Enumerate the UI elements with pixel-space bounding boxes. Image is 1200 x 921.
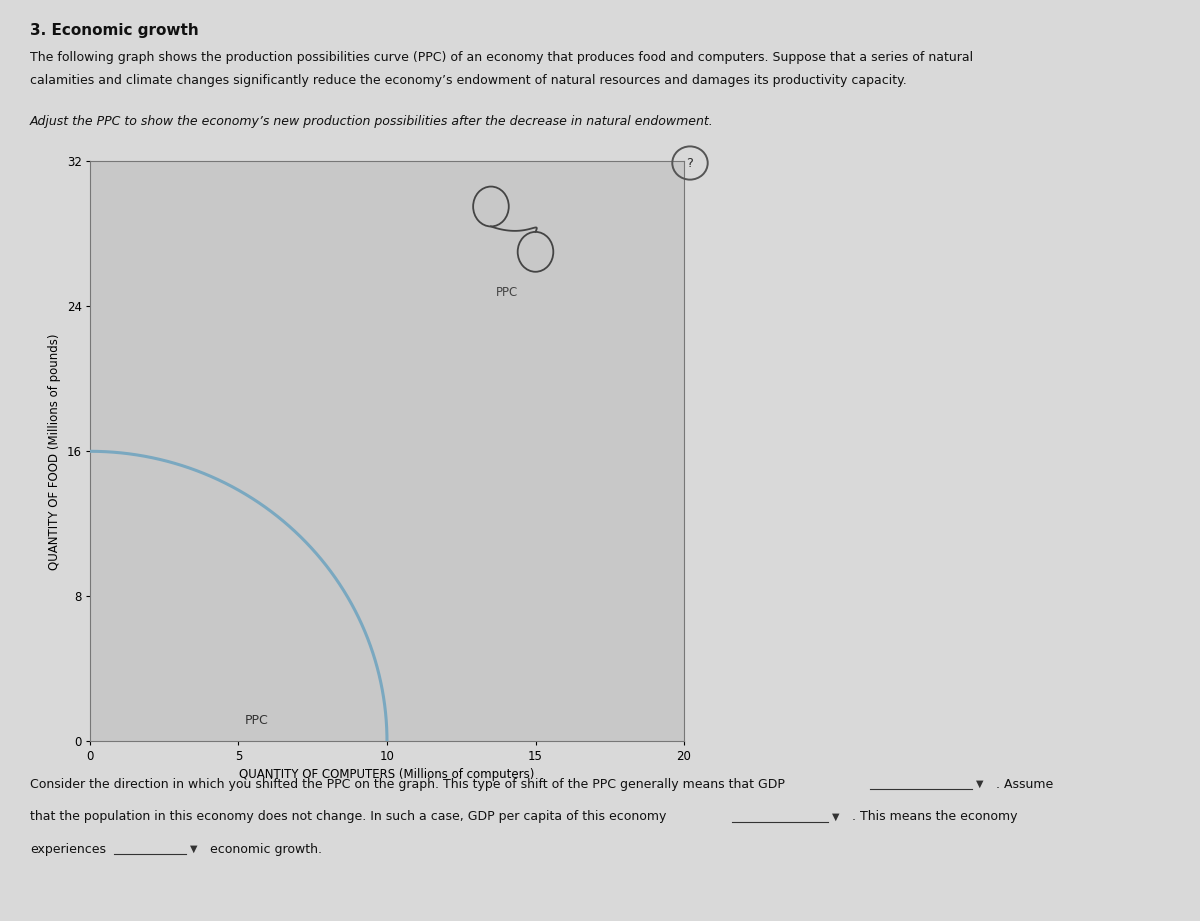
Y-axis label: QUANTITY OF FOOD (Millions of pounds): QUANTITY OF FOOD (Millions of pounds) xyxy=(48,333,61,569)
Text: experiences: experiences xyxy=(30,843,106,856)
Text: ▼: ▼ xyxy=(976,779,983,789)
Text: . Assume: . Assume xyxy=(996,778,1054,791)
Text: ?: ? xyxy=(686,157,694,169)
Text: Consider the direction in which you shifted the PPC on the graph. This type of s: Consider the direction in which you shif… xyxy=(30,778,785,791)
Text: PPC: PPC xyxy=(496,286,518,299)
Text: economic growth.: economic growth. xyxy=(210,843,322,856)
Text: PPC: PPC xyxy=(245,714,268,727)
Text: ▼: ▼ xyxy=(190,844,197,854)
Text: . This means the economy: . This means the economy xyxy=(852,810,1018,823)
Text: 3. Economic growth: 3. Economic growth xyxy=(30,23,199,38)
Text: The following graph shows the production possibilities curve (PPC) of an economy: The following graph shows the production… xyxy=(30,51,973,64)
X-axis label: QUANTITY OF COMPUTERS (Millions of computers): QUANTITY OF COMPUTERS (Millions of compu… xyxy=(239,768,535,781)
Text: ▼: ▼ xyxy=(832,811,839,822)
Text: calamities and climate changes significantly reduce the economy’s endowment of n: calamities and climate changes significa… xyxy=(30,74,907,87)
Text: that the population in this economy does not change. In such a case, GDP per cap: that the population in this economy does… xyxy=(30,810,666,823)
Text: Adjust the PPC to show the economy’s new production possibilities after the decr: Adjust the PPC to show the economy’s new… xyxy=(30,115,714,128)
